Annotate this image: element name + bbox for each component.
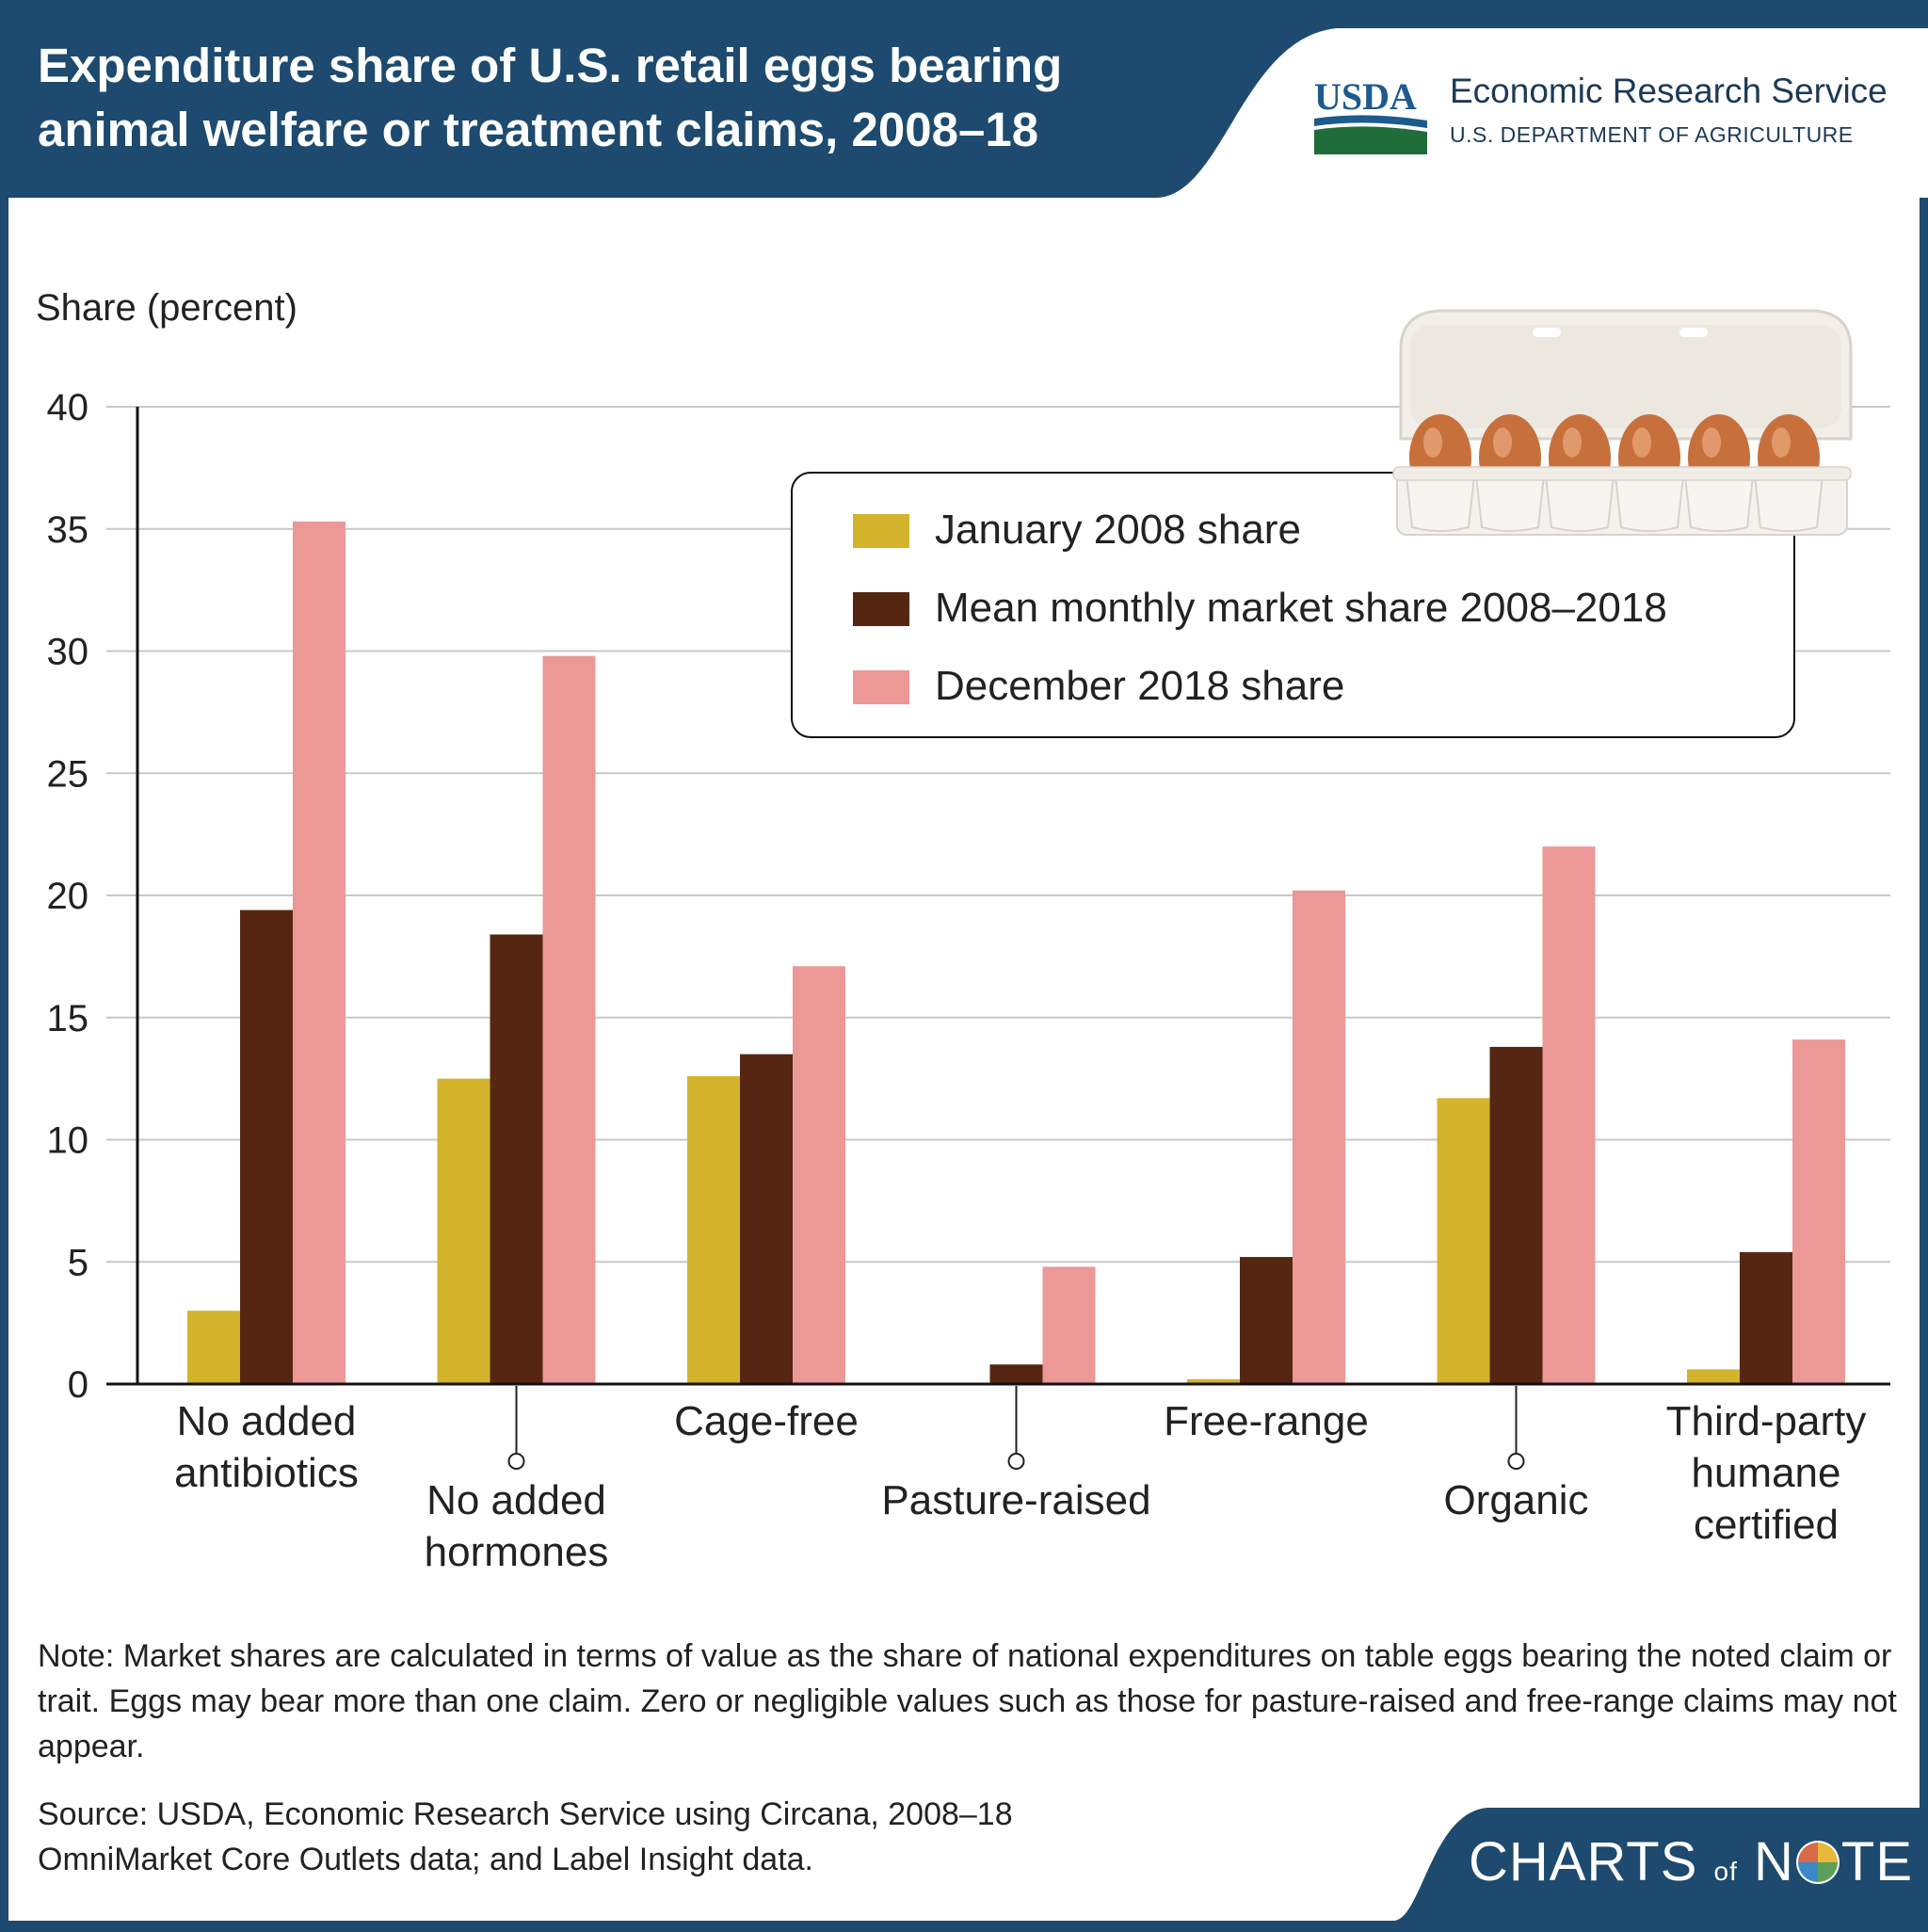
carton-tab	[1533, 328, 1561, 337]
bar	[1489, 1046, 1543, 1384]
y-tick-labels: 0 5 10 15 20 25 30 35 40	[47, 387, 89, 1406]
usda-logo-text: USDA	[1314, 77, 1417, 118]
note-text: Note: Market shares are calculated in te…	[38, 1638, 1897, 1764]
bar	[1437, 1098, 1490, 1384]
egg-highlight	[1563, 427, 1582, 458]
bar	[1240, 1257, 1293, 1384]
bar	[740, 1054, 793, 1384]
y-tick-label: 40	[47, 387, 89, 428]
brand-n: N	[1754, 1831, 1794, 1892]
source-line-2: OmniMarket Core Outlets data; and Label …	[38, 1842, 814, 1877]
y-tick-label: 10	[47, 1120, 89, 1162]
pie-icon	[1795, 1841, 1840, 1884]
bar	[793, 966, 845, 1384]
legend-label: January 2008 share	[935, 507, 1301, 553]
legend-swatch	[853, 514, 909, 548]
brand-charts: CHARTS	[1469, 1831, 1698, 1892]
legend-swatch	[853, 592, 909, 626]
charts-of-note-brand: CHARTS of N TE	[1469, 1830, 1913, 1893]
bar	[542, 655, 596, 1384]
source-text: Source: USDA, Economic Research Service …	[38, 1792, 1356, 1882]
leader-dot	[1507, 1453, 1525, 1470]
legend-label: December 2018 share	[935, 663, 1344, 709]
bar	[187, 1311, 240, 1384]
x-category-labels: No added antibiotics No added hormones Cage-…	[174, 1386, 1866, 1575]
bar	[1042, 1266, 1096, 1384]
bar	[1293, 890, 1345, 1384]
egg-highlight	[1423, 427, 1442, 458]
x-category-label: Organic	[1443, 1477, 1588, 1523]
egg-highlight	[1493, 427, 1512, 458]
bar	[1542, 846, 1596, 1384]
egg-highlight	[1632, 427, 1651, 458]
bar	[293, 521, 345, 1384]
y-tick-label: 25	[47, 753, 89, 795]
legend-label: Mean monthly market share 2008–2018	[935, 585, 1667, 631]
x-category-label: Free-range	[1164, 1398, 1369, 1444]
y-axis-label: Share (percent)	[36, 287, 297, 329]
y-tick-label: 15	[47, 998, 89, 1039]
bar	[1792, 1039, 1845, 1384]
bar	[1687, 1369, 1740, 1384]
usda-logo: USDA	[1314, 77, 1427, 154]
brand-of: of	[1713, 1857, 1738, 1886]
org-name: Economic Research Service	[1450, 72, 1888, 110]
title-line-1: Expenditure share of U.S. retail eggs be…	[38, 39, 1063, 92]
y-tick-label: 35	[47, 509, 89, 551]
bar	[1187, 1378, 1240, 1384]
egg-highlight	[1702, 427, 1721, 458]
bar-chart: 0 5 10 15 20 25 30 35 40 Share (percent) No adde…	[36, 287, 1890, 1575]
x-category-label: Pasture-raised	[881, 1477, 1150, 1523]
chart-title: Expenditure share of U.S. retail eggs be…	[38, 34, 1167, 162]
egg-highlight	[1772, 427, 1791, 458]
carton-rim	[1392, 466, 1852, 481]
legend: January 2008 share Mean monthly market sh…	[791, 472, 1795, 738]
leader-dot	[507, 1453, 525, 1470]
x-category-label: Third-party	[1666, 1398, 1867, 1444]
y-tick-label: 5	[68, 1242, 88, 1283]
bars	[187, 521, 1845, 1384]
source-line-1: Source: USDA, Economic Research Service …	[38, 1796, 1013, 1832]
y-tick-label: 30	[47, 632, 89, 673]
x-category-label: antibiotics	[174, 1450, 359, 1496]
header-banner	[0, 0, 1928, 198]
bar	[490, 934, 543, 1384]
x-category-label: humane	[1691, 1450, 1840, 1496]
carton-tab	[1679, 328, 1708, 337]
brand-te: TE	[1840, 1831, 1914, 1892]
egg-carton-illustration	[1392, 309, 1853, 536]
x-category-label: No added	[426, 1477, 606, 1523]
bar	[240, 910, 293, 1384]
leader-dot	[1007, 1453, 1025, 1470]
bar	[1740, 1251, 1792, 1384]
x-category-label: hormones	[425, 1529, 609, 1575]
bar	[687, 1076, 740, 1384]
legend-box	[791, 472, 1795, 738]
bar	[437, 1078, 490, 1384]
x-category-label: No added	[177, 1398, 357, 1444]
y-tick-label: 0	[68, 1364, 88, 1406]
carton-lid-inner	[1410, 325, 1841, 428]
y-tick-label: 20	[47, 876, 89, 917]
title-line-2: animal welfare or treatment claims, 2008…	[38, 103, 1039, 156]
dept-name: U.S. DEPARTMENT OF AGRICULTURE	[1450, 122, 1854, 147]
legend-swatch	[853, 670, 909, 704]
x-category-label: certified	[1694, 1502, 1839, 1548]
bar	[989, 1364, 1043, 1384]
x-category-label: Cage-free	[674, 1398, 859, 1444]
